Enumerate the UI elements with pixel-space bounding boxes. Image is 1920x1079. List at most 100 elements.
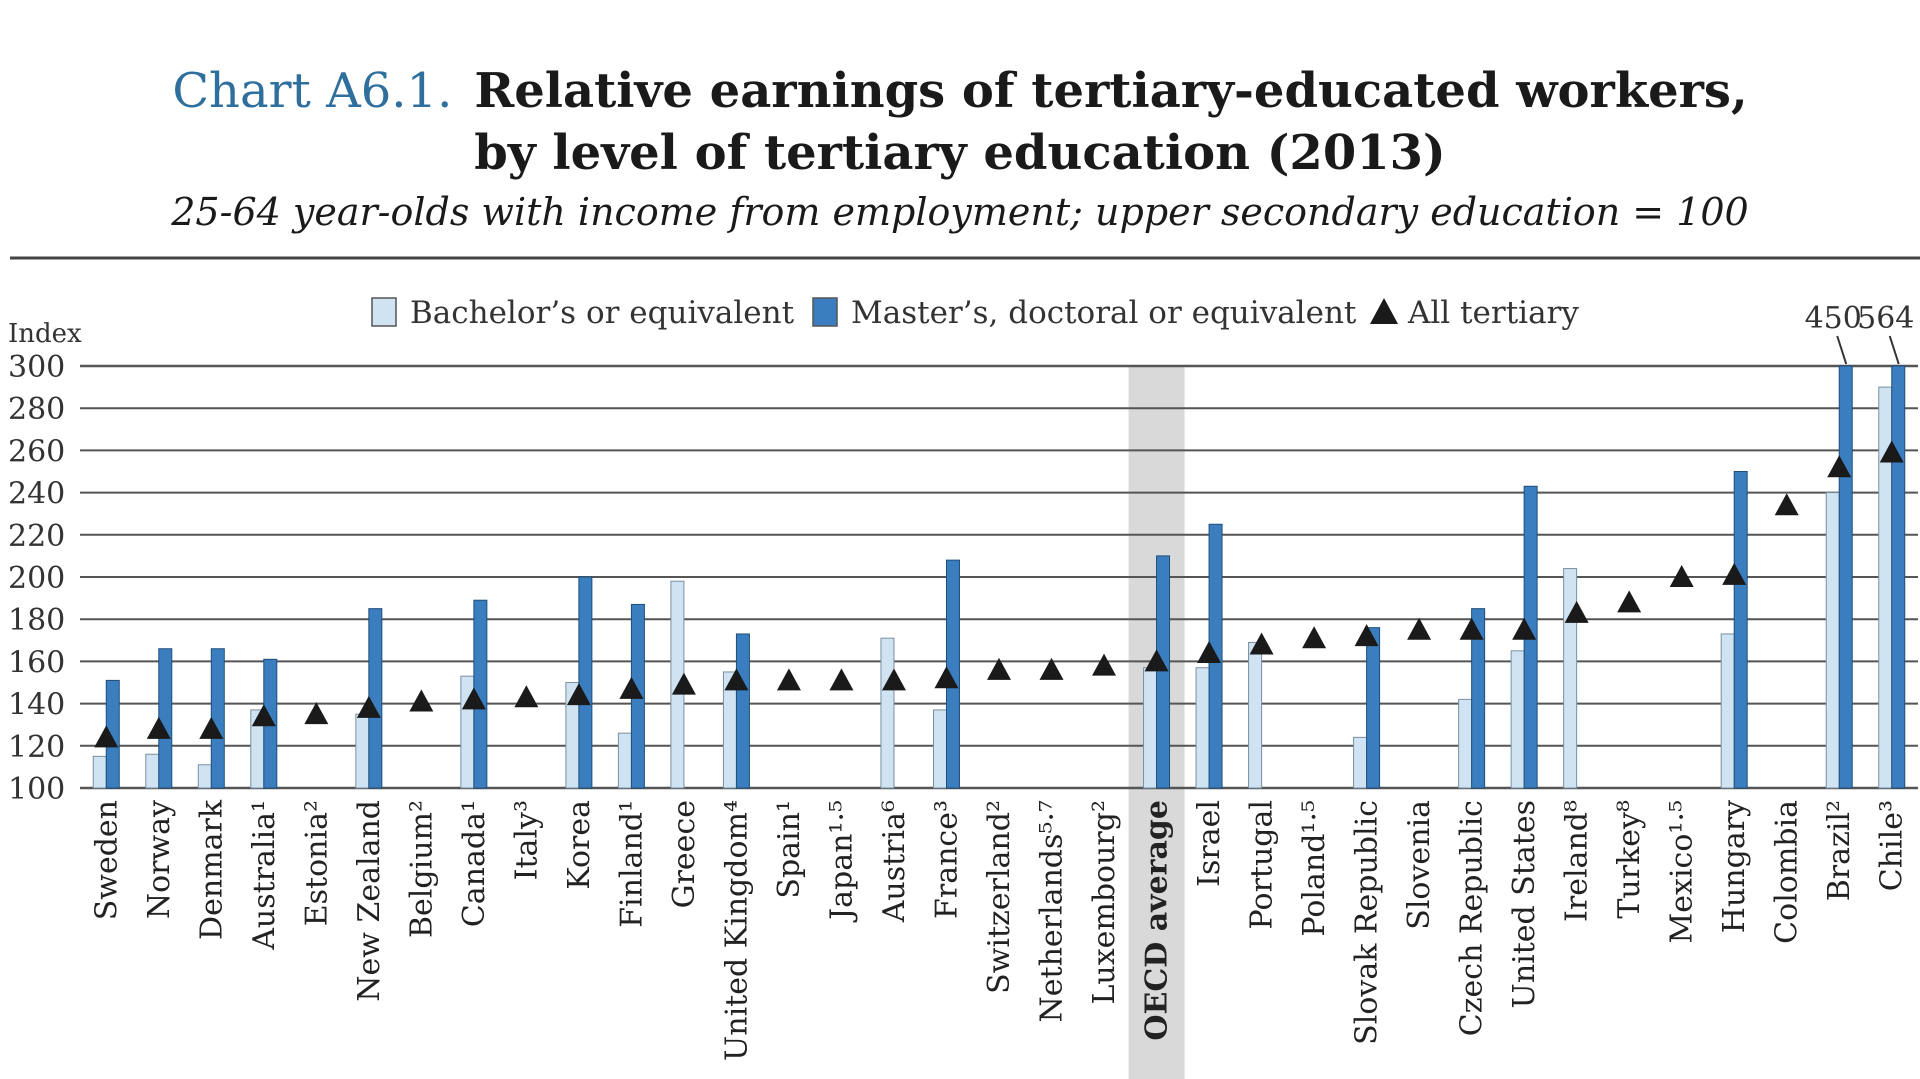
bar-master-korea	[578, 576, 593, 789]
marker-all-tertiary-finland	[619, 676, 644, 699]
chart-title: Relative earnings of tertiary-educated w…	[474, 63, 1748, 119]
marker-all-tertiary-portugal	[1249, 632, 1274, 655]
category-label-italy: Italy³	[509, 800, 544, 880]
bar-bachelor-czech-republic	[1458, 698, 1473, 789]
marker-all-tertiary-spain	[776, 668, 801, 691]
marker-all-tertiary-slovenia	[1407, 617, 1432, 640]
marker-all-tertiary-chile	[1879, 440, 1904, 463]
category-label-slovenia: Slovenia	[1402, 800, 1437, 930]
marker-all-tertiary-colombia	[1774, 493, 1799, 516]
category-label-poland: Poland¹·⁵	[1297, 800, 1332, 937]
y-tick-label-300: 300	[8, 350, 65, 385]
legend: Bachelor’s or equivalent Master’s, docto…	[371, 295, 1579, 331]
category-label-belgium: Belgium²	[404, 800, 439, 938]
y-tick-label-200: 200	[8, 561, 65, 596]
marker-all-tertiary-italy	[514, 685, 539, 708]
marker-all-tertiary-united-states	[1512, 617, 1537, 640]
category-label-switzerland: Switzerland²	[982, 800, 1017, 994]
bar-bachelor-united-states	[1510, 650, 1525, 789]
bar-master-oecd-average	[1156, 555, 1171, 789]
bar-bachelor-slovak-republic	[1353, 736, 1368, 789]
marker-all-tertiary-brazil	[1827, 455, 1852, 478]
category-label-netherlands: Netherlands⁵·⁷	[1035, 800, 1070, 1022]
category-label-brazil: Brazil²	[1822, 800, 1857, 901]
marker-all-tertiary-japan	[829, 668, 854, 691]
bar-bachelor-ireland	[1563, 568, 1578, 789]
bar-bachelor-israel	[1195, 667, 1210, 789]
legend-marker-all-tertiary	[1370, 298, 1398, 324]
title-line-1: Chart A6.1. Relative earnings of tertiary…	[0, 60, 1920, 122]
category-label-united-states: United States	[1507, 800, 1542, 1008]
marker-all-tertiary-korea	[566, 683, 591, 706]
y-tick-label-160: 160	[8, 645, 65, 680]
marker-all-tertiary-luxembourg	[1092, 653, 1117, 676]
marker-all-tertiary-austria	[881, 668, 906, 691]
bar-master-slovak-republic	[1366, 627, 1381, 789]
marker-all-tertiary-ireland	[1564, 600, 1589, 623]
y-tick-label-100: 100	[8, 772, 65, 807]
category-label-hungary: Hungary	[1717, 800, 1752, 933]
category-label-chile: Chile³	[1875, 800, 1910, 891]
category-label-portugal: Portugal	[1245, 800, 1280, 929]
bar-master-norway	[158, 648, 173, 789]
marker-all-tertiary-czech-republic	[1459, 617, 1484, 640]
category-label-denmark: Denmark	[194, 799, 229, 940]
marker-all-tertiary-israel	[1197, 640, 1222, 663]
bar-bachelor-sweden	[92, 755, 107, 789]
y-axis-label: Index	[8, 319, 82, 349]
overflow-value-450: 450	[1805, 301, 1862, 336]
category-label-finland: Finland¹	[614, 800, 649, 928]
category-label-greece: Greece	[667, 800, 702, 908]
legend-swatch-bachelor	[371, 297, 397, 327]
bar-master-chile	[1891, 365, 1906, 789]
y-tick-label-240: 240	[8, 477, 65, 512]
bar-master-united-kingdom	[735, 633, 750, 789]
bar-bachelor-hungary	[1720, 633, 1735, 789]
marker-all-tertiary-netherlands	[1039, 657, 1064, 680]
category-label-czech-republic: Czech Republic	[1455, 800, 1490, 1036]
legend-swatch-master	[812, 297, 838, 327]
marker-all-tertiary-norway	[146, 716, 171, 739]
overflow-leader-450	[1836, 335, 1848, 365]
marker-all-tertiary-denmark	[199, 716, 224, 739]
bar-bachelor-denmark	[197, 764, 212, 789]
legend-label-bachelor: Bachelor’s or equivalent	[410, 295, 795, 331]
category-label-canada: Canada¹	[457, 800, 492, 927]
category-label-slovak-republic: Slovak Republic	[1350, 800, 1385, 1045]
legend-label-all-tertiary: All tertiary	[1407, 295, 1579, 331]
y-tick-label-280: 280	[8, 392, 65, 427]
bar-bachelor-france	[932, 709, 947, 789]
marker-all-tertiary-france	[934, 666, 959, 689]
marker-all-tertiary-estonia	[304, 702, 329, 725]
marker-all-tertiary-new-zealand	[356, 695, 381, 718]
category-label-luxembourg: Luxembourg²	[1087, 800, 1122, 1005]
category-label-estonia: Estonia²	[299, 800, 334, 926]
chart-subtitle: 25-64 year-olds with income from employm…	[171, 190, 1749, 234]
category-label-israel: Israel	[1192, 800, 1227, 887]
category-label-united-kingdom: United Kingdom⁴	[719, 800, 754, 1061]
y-tick-label-120: 120	[8, 730, 65, 765]
chart-number-label: Chart A6.1.	[172, 63, 453, 119]
category-label-norway: Norway	[142, 800, 177, 919]
category-label-new-zealand: New Zealand	[352, 800, 387, 1002]
legend-label-master: Master’s, doctoral or equivalent	[851, 295, 1357, 331]
marker-all-tertiary-australia	[251, 704, 276, 727]
marker-all-tertiary-sweden	[94, 725, 119, 748]
y-tick-label-140: 140	[8, 688, 65, 723]
y-tick-label-260: 260	[8, 434, 65, 469]
category-label-turkey: Turkey⁸	[1612, 800, 1647, 919]
overflow-leader-564	[1888, 335, 1900, 365]
bar-bachelor-portugal	[1248, 641, 1263, 789]
bar-master-czech-republic	[1471, 608, 1486, 789]
bar-bachelor-norway	[145, 753, 160, 789]
marker-all-tertiary-poland	[1302, 626, 1327, 649]
category-label-oecd-average: OECD average	[1140, 800, 1175, 1041]
bar-master-hungary	[1733, 471, 1748, 789]
category-label-korea: Korea	[562, 800, 597, 890]
category-label-australia: Australia¹	[247, 800, 282, 951]
bar-bachelor-finland	[617, 732, 632, 789]
bar-bachelor-brazil	[1825, 492, 1840, 789]
marker-all-tertiary-switzerland	[987, 657, 1011, 680]
bar-master-brazil	[1838, 365, 1853, 789]
